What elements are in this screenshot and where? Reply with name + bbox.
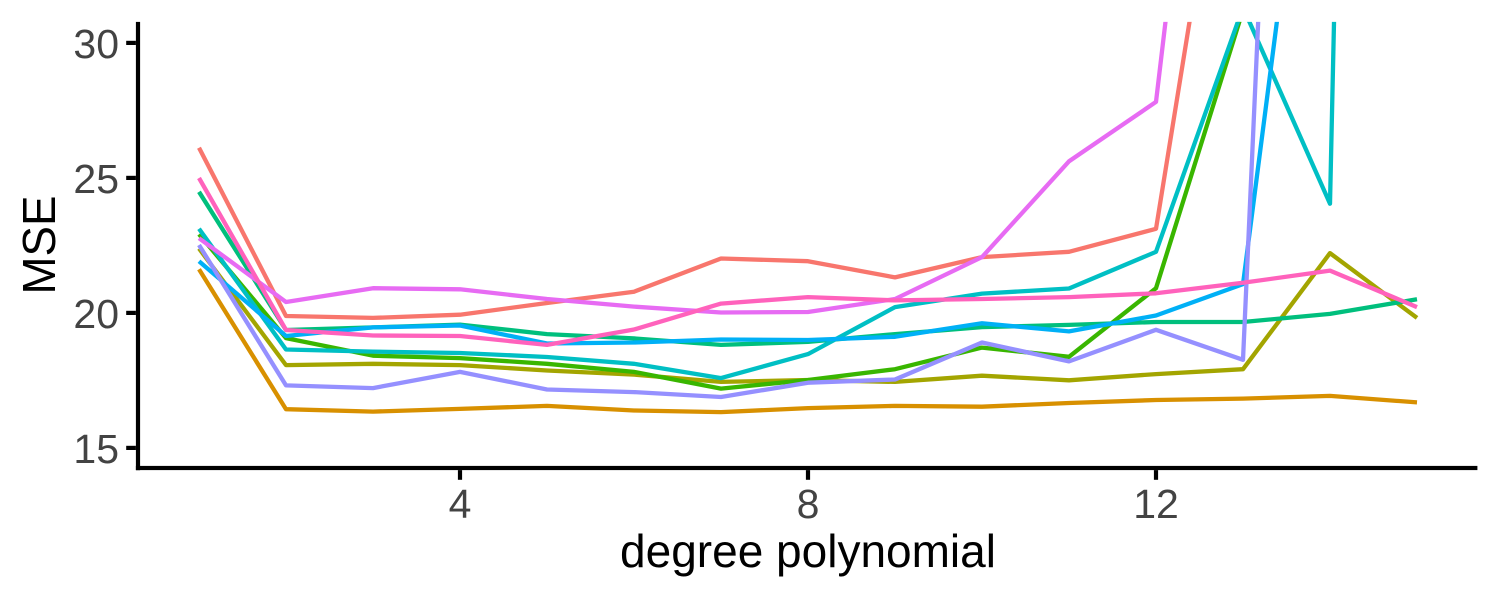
svg-text:degree polynomial: degree polynomial bbox=[620, 525, 996, 577]
svg-text:8: 8 bbox=[797, 481, 820, 527]
svg-text:20: 20 bbox=[73, 291, 119, 337]
svg-text:15: 15 bbox=[73, 426, 119, 472]
svg-text:25: 25 bbox=[73, 156, 119, 202]
svg-text:MSE: MSE bbox=[13, 196, 65, 295]
svg-text:12: 12 bbox=[1133, 481, 1179, 527]
svg-text:30: 30 bbox=[73, 21, 119, 67]
svg-text:4: 4 bbox=[449, 481, 472, 527]
